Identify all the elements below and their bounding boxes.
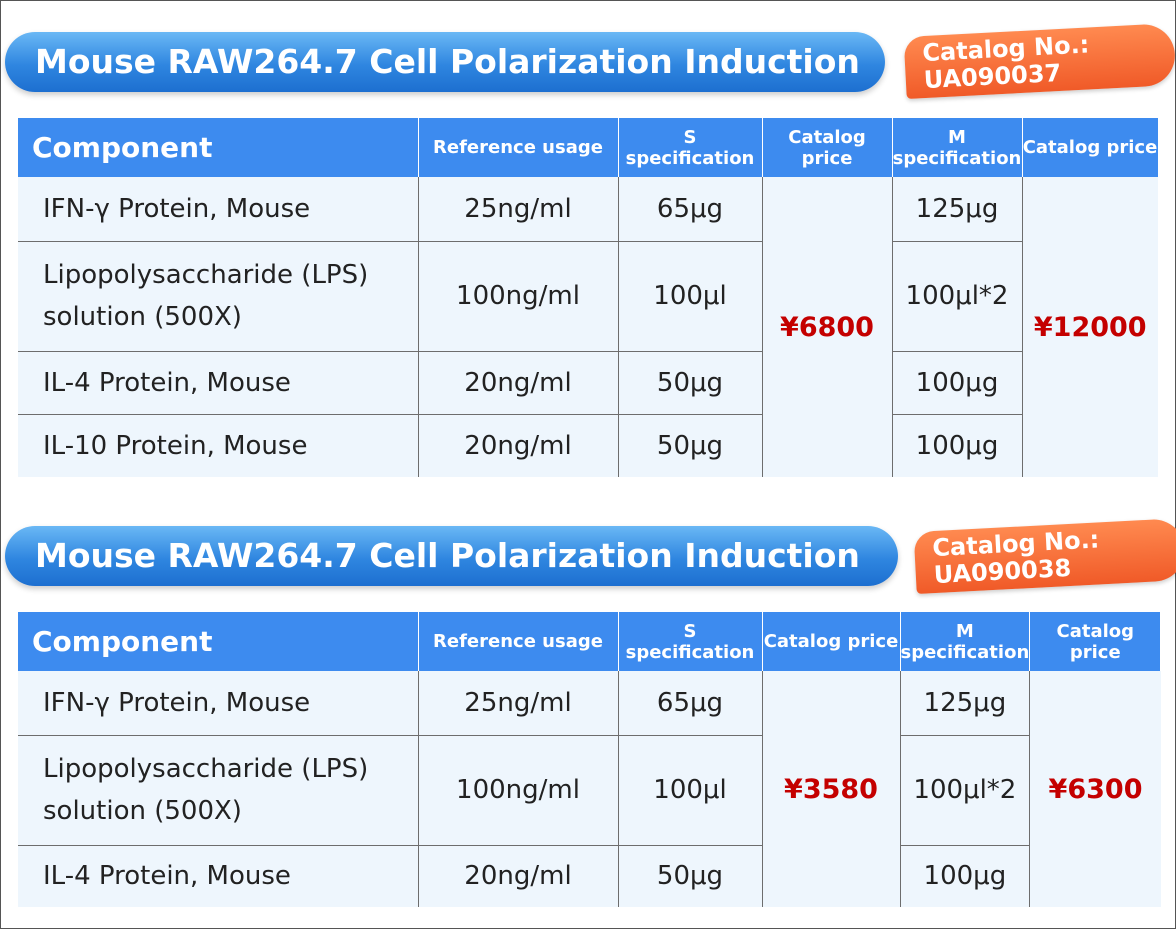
m-spec-cell: 100μg: [891, 351, 1023, 415]
header-cell: M specification: [900, 612, 1031, 671]
m-spec-cell: 100μg: [899, 845, 1031, 907]
s-spec-cell: 65μg: [617, 671, 763, 736]
header-cell: Catalog price: [762, 612, 901, 671]
header-cell: S specification: [618, 612, 763, 671]
m-spec-cell: 125μg: [891, 177, 1023, 242]
component-cell: Lipopolysaccharide (LPS) solution (500X): [18, 735, 419, 846]
usage-cell: 25ng/ml: [417, 671, 619, 736]
table-row: IL-10 Protein, Mouse 20ng/ml 50μg 100μg: [18, 414, 1158, 477]
m-price-cell: ¥6300: [1029, 671, 1161, 907]
component-cell: IL-10 Protein, Mouse: [18, 414, 419, 477]
component-table: Component Reference usage S specification C…: [18, 612, 1162, 907]
header-cell: Catalog price: [1022, 118, 1159, 177]
s-spec-cell: 100μl: [617, 241, 763, 352]
kit-title: Mouse RAW264.7 Cell Polarization Inducti…: [5, 32, 885, 141]
header-row: Component Reference usage S specification C…: [18, 118, 1159, 177]
m-spec-cell: 100μg: [891, 414, 1023, 477]
component-cell: IL-4 Protein, Mouse: [18, 845, 419, 907]
s-spec-cell: 50μg: [617, 845, 763, 907]
m-spec-cell: 125μg: [899, 671, 1031, 736]
usage-cell: 100ng/ml: [417, 735, 619, 846]
header-cell: Catalog price: [762, 118, 893, 177]
s-spec-cell: 50μg: [617, 414, 763, 477]
kit-title: Mouse RAW264.7 Cell Polarization Inducti…: [5, 526, 898, 635]
component-cell: Lipopolysaccharide (LPS) solution (500X): [18, 241, 419, 352]
table-row: IL-4 Protein, Mouse 20ng/ml 50μg 100μg: [18, 351, 1158, 415]
table-row: IFN-γ Protein, Mouse 25ng/ml 65μg ¥3580 125μ…: [18, 671, 1161, 907]
usage-cell: 20ng/ml: [417, 414, 619, 477]
component-cell: IFN-γ Protein, Mouse: [18, 177, 419, 242]
m-spec-cell: 100μl*2: [891, 241, 1023, 352]
s-price-cell: ¥6800: [761, 177, 893, 477]
table-row: Lipopolysaccharide (LPS) solution (500X)…: [18, 241, 1158, 352]
table-row: IL-4 Protein, Mouse 20ng/ml 50μg 100μg: [18, 845, 1161, 907]
header-cell: Component: [18, 612, 419, 671]
component-cell: IFN-γ Protein, Mouse: [18, 671, 419, 736]
m-price-cell: ¥12000: [1021, 177, 1158, 477]
component-cell: IL-4 Protein, Mouse: [18, 351, 419, 415]
s-spec-cell: 100μl: [617, 735, 763, 846]
header-cell: Reference usage: [418, 118, 619, 177]
usage-cell: 100ng/ml: [417, 241, 619, 352]
header-cell: Catalog price: [1029, 612, 1162, 671]
usage-cell: 20ng/ml: [417, 351, 619, 415]
table-row: IFN-γ Protein, Mouse 25ng/ml 65μg ¥6800 125μ…: [18, 177, 1158, 477]
header-cell: M specification: [892, 118, 1023, 177]
header-cell: Reference usage: [418, 612, 619, 671]
header-cell: S specification: [618, 118, 763, 177]
s-spec-cell: 65μg: [617, 177, 763, 242]
component-table: Component Reference usage S specification C…: [18, 118, 1159, 477]
header-row: Component Reference usage S specification C…: [18, 612, 1162, 671]
s-spec-cell: 50μg: [617, 351, 763, 415]
m-spec-cell: 100μl*2: [899, 735, 1031, 846]
usage-cell: 20ng/ml: [417, 845, 619, 907]
header-cell: Component: [18, 118, 419, 177]
s-price-cell: ¥3580: [761, 671, 901, 907]
usage-cell: 25ng/ml: [417, 177, 619, 242]
table-row: Lipopolysaccharide (LPS) solution (500X)…: [18, 735, 1161, 846]
